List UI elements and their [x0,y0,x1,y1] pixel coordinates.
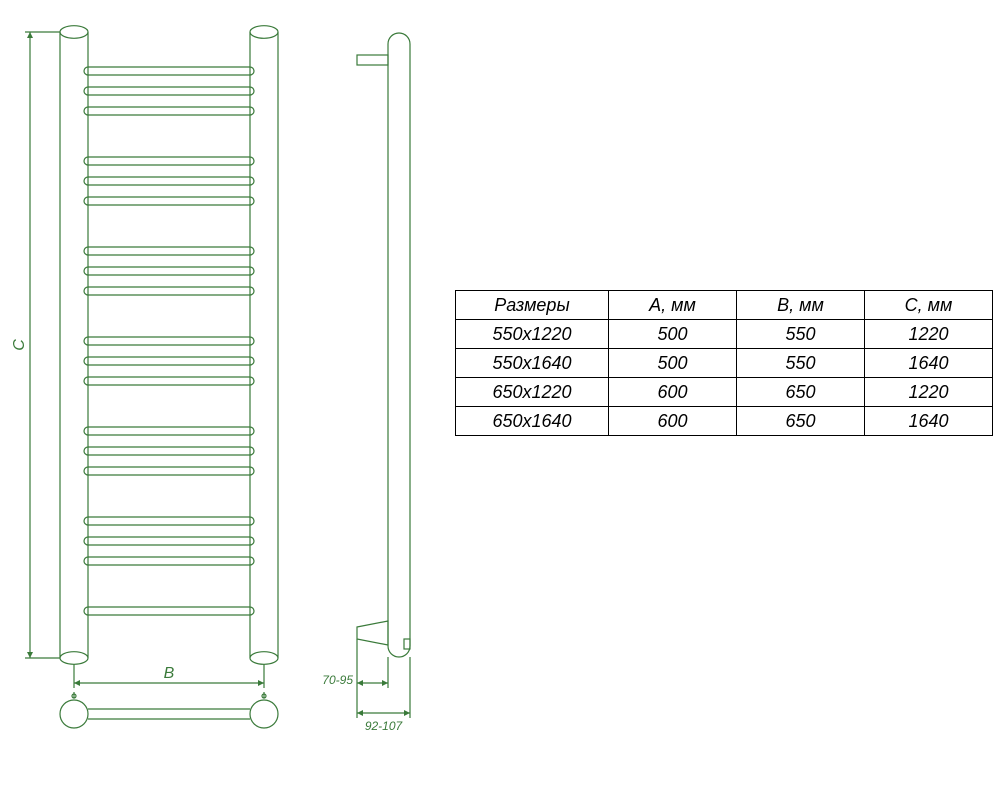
front-view: CB [11,26,278,688]
table-cell: 550 [737,320,865,349]
table-cell: 600 [609,378,737,407]
table-cell: 1220 [865,320,993,349]
table-cell: 550 [737,349,865,378]
table-header-cell: В, мм [737,291,865,320]
side-view: 70-95 92-107 [322,33,410,733]
dim-b-label: B [164,665,175,682]
dim-70-95-label: 70-95 [322,673,353,687]
table-row: 650х12206006501220 [456,378,993,407]
table-cell: 550х1220 [456,320,609,349]
table-cell: 1220 [865,378,993,407]
table-row: 650х16406006501640 [456,407,993,436]
table-cell: 550х1640 [456,349,609,378]
dim-c-label: C [11,339,28,351]
table-cell: 500 [609,320,737,349]
bottom-view [60,692,278,728]
table-cell: 650х1220 [456,378,609,407]
table-cell: 600 [609,407,737,436]
table-cell: 500 [609,349,737,378]
table-cell: 650 [737,378,865,407]
table-row: 550х16405005501640 [456,349,993,378]
table-row: 550х12205005501220 [456,320,993,349]
table-header-cell: С, мм [865,291,993,320]
table-cell: 650х1640 [456,407,609,436]
dimensions-table: РазмерыА, ммВ, ммС, мм550х12205005501220… [455,290,993,436]
table-header-cell: Размеры [456,291,609,320]
table-cell: 650 [737,407,865,436]
table-cell: 1640 [865,349,993,378]
table-header-row: РазмерыА, ммВ, ммС, мм [456,291,993,320]
dim-92-107-label: 92-107 [365,719,404,733]
table-header-cell: А, мм [609,291,737,320]
table-cell: 1640 [865,407,993,436]
